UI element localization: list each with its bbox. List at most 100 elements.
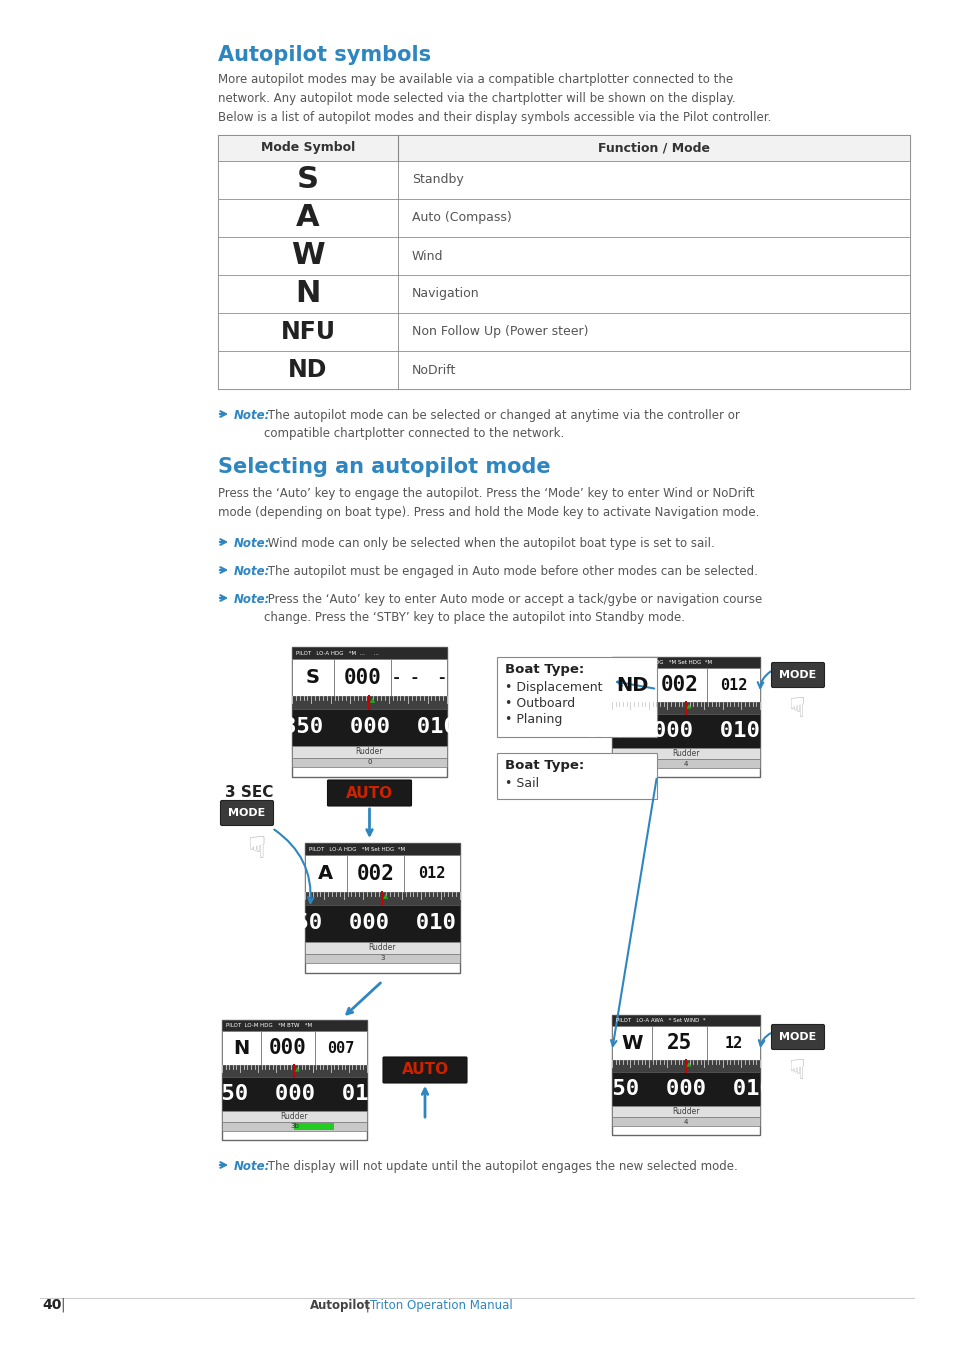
- Bar: [612, 759, 760, 768]
- Text: N: N: [233, 1038, 250, 1057]
- Text: 4: 4: [683, 1119, 687, 1125]
- Bar: [612, 657, 760, 668]
- Text: AUTO: AUTO: [401, 1062, 448, 1077]
- Bar: [305, 942, 459, 953]
- Text: 350  000  010 0: 350 000 010 0: [282, 914, 482, 933]
- Bar: [706, 668, 760, 702]
- Bar: [222, 1021, 367, 1031]
- Text: 12: 12: [723, 1035, 741, 1050]
- Text: 350  000  010: 350 000 010: [208, 1084, 381, 1104]
- Bar: [347, 856, 404, 892]
- Bar: [404, 856, 459, 892]
- Text: AUTO: AUTO: [346, 786, 393, 801]
- Text: Press the ‘Auto’ key to enter Auto mode or accept a tack/gybe or navigation cour: Press the ‘Auto’ key to enter Auto mode …: [264, 593, 761, 624]
- Text: Rudder: Rudder: [672, 749, 699, 759]
- Bar: [218, 238, 909, 275]
- Bar: [651, 668, 706, 702]
- Text: PILOT  LO-M HDG   *M BTW   *M: PILOT LO-M HDG *M BTW *M: [226, 1023, 312, 1029]
- Text: ☟: ☟: [787, 1057, 803, 1085]
- Text: 3: 3: [380, 956, 384, 961]
- Text: Selecting an autopilot mode: Selecting an autopilot mode: [218, 458, 550, 477]
- Polygon shape: [382, 894, 388, 899]
- Text: S: S: [306, 668, 319, 687]
- Text: PILOT   LO-A AWA   * Set WIND  *: PILOT LO-A AWA * Set WIND *: [616, 1018, 705, 1023]
- Bar: [391, 659, 447, 695]
- FancyBboxPatch shape: [220, 801, 274, 825]
- Bar: [612, 1026, 651, 1060]
- Bar: [612, 702, 760, 714]
- Text: |: |: [60, 1297, 65, 1312]
- Text: 002: 002: [356, 864, 394, 883]
- Text: Non Follow Up (Power steer): Non Follow Up (Power steer): [412, 325, 588, 339]
- Text: PILOT   LO-A HDG   *M Set HDG  *M: PILOT LO-A HDG *M Set HDG *M: [309, 846, 405, 852]
- Bar: [292, 695, 447, 709]
- Text: S: S: [296, 166, 318, 194]
- Text: 25: 25: [666, 1033, 691, 1053]
- Bar: [292, 757, 447, 767]
- Polygon shape: [294, 1066, 299, 1072]
- Bar: [334, 659, 391, 695]
- Bar: [612, 1060, 760, 1072]
- Text: Rudder: Rudder: [355, 747, 383, 756]
- Bar: [305, 842, 459, 856]
- Text: 012: 012: [418, 867, 445, 882]
- Bar: [218, 198, 909, 238]
- Bar: [222, 1122, 367, 1131]
- Text: Note:: Note:: [233, 566, 270, 578]
- Bar: [612, 1015, 760, 1026]
- Text: Autopilot: Autopilot: [310, 1299, 371, 1312]
- Text: The autopilot mode can be selected or changed at anytime via the controller or
c: The autopilot mode can be selected or ch…: [264, 409, 740, 440]
- Text: The display will not update until the autopilot engages the new selected mode.: The display will not update until the au…: [264, 1160, 737, 1173]
- Text: • Displacement: • Displacement: [504, 680, 602, 694]
- Bar: [305, 856, 347, 892]
- Text: Rudder: Rudder: [672, 1107, 699, 1116]
- Polygon shape: [686, 1062, 691, 1066]
- Bar: [651, 1026, 706, 1060]
- Text: Standby: Standby: [412, 174, 463, 186]
- Bar: [292, 745, 447, 757]
- Bar: [292, 659, 334, 695]
- Text: ND: ND: [615, 676, 647, 695]
- Text: MODE: MODE: [228, 809, 265, 818]
- Text: 012: 012: [719, 678, 746, 693]
- Bar: [314, 1031, 367, 1065]
- Bar: [497, 753, 657, 799]
- Bar: [612, 1106, 760, 1116]
- Bar: [218, 275, 909, 313]
- Text: Note:: Note:: [233, 537, 270, 549]
- Bar: [292, 709, 447, 745]
- Bar: [612, 1116, 760, 1126]
- Text: PILOT   LO-A HDG   *M Set HDG  *M: PILOT LO-A HDG *M Set HDG *M: [616, 660, 711, 666]
- Text: 0: 0: [367, 759, 372, 765]
- Text: Wind mode can only be selected when the autopilot boat type is set to sail.: Wind mode can only be selected when the …: [264, 537, 714, 549]
- Bar: [612, 668, 651, 702]
- Text: Rudder: Rudder: [369, 944, 395, 952]
- Text: 40: 40: [42, 1297, 61, 1312]
- Bar: [497, 657, 657, 737]
- Text: PILOT   LO-A HDG   *M  ...     ...: PILOT LO-A HDG *M ... ...: [295, 651, 378, 656]
- Text: ☟: ☟: [248, 836, 266, 864]
- Text: • Planing: • Planing: [504, 713, 561, 726]
- Text: 000: 000: [269, 1038, 307, 1058]
- Text: N: N: [295, 279, 320, 309]
- Bar: [305, 953, 459, 964]
- Bar: [612, 714, 760, 748]
- Bar: [218, 313, 909, 351]
- Text: ☟: ☟: [787, 695, 803, 724]
- Text: 350  000  010: 350 000 010: [282, 717, 456, 737]
- Bar: [292, 647, 447, 778]
- Text: Triton Operation Manual: Triton Operation Manual: [370, 1299, 512, 1312]
- Text: Wind: Wind: [412, 250, 443, 262]
- Text: The autopilot must be engaged in Auto mode before other modes can be selected.: The autopilot must be engaged in Auto mo…: [264, 566, 757, 578]
- FancyBboxPatch shape: [771, 663, 823, 687]
- Text: More autopilot modes may be available via a compatible chartplotter connected to: More autopilot modes may be available vi…: [218, 73, 771, 124]
- Bar: [612, 748, 760, 759]
- Bar: [222, 1111, 367, 1122]
- Text: 3b: 3b: [290, 1123, 298, 1130]
- Text: Auto (Compass): Auto (Compass): [412, 212, 511, 224]
- Text: 350  000  010 0: 350 000 010 0: [585, 721, 785, 741]
- Text: NFU: NFU: [280, 320, 335, 344]
- Text: 007: 007: [327, 1041, 355, 1056]
- Text: Function / Mode: Function / Mode: [598, 142, 709, 154]
- Bar: [292, 647, 447, 659]
